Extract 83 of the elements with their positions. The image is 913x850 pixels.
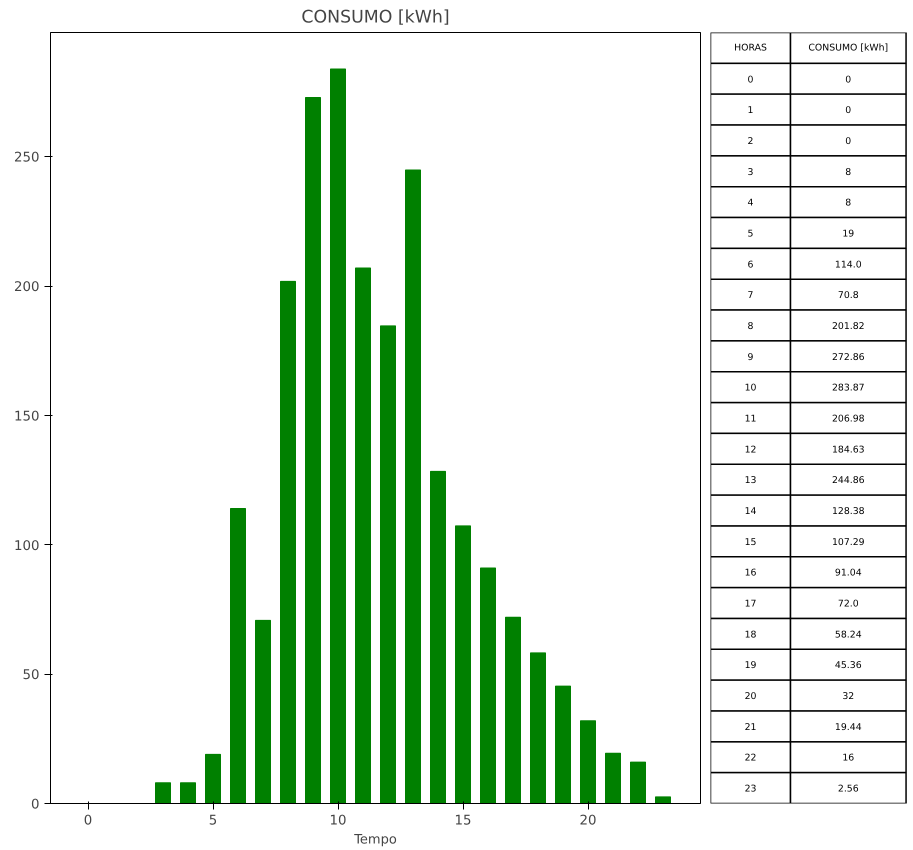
data-label: 70.8 [838,290,859,302]
data-label: 2.56 [838,784,859,795]
y-tick-label: 17 [744,598,756,610]
y-tick-label: 50 [22,668,40,684]
bar [280,280,296,804]
y-tick-label: 13 [744,475,756,486]
data-label: 8 [845,166,852,178]
data-label: 16 [842,752,854,764]
bar [305,97,321,804]
bar [530,652,546,804]
data-label: 283.87 [832,382,865,394]
y-tick-label: 20 [744,691,756,702]
y-tick-label: 0 [31,798,40,812]
bar [205,754,221,804]
bar [230,508,246,804]
y-tick-label: 18 [744,629,756,640]
bar [355,267,371,804]
y-tick-label: 100 [14,538,40,554]
y-tick-label: 15 [744,536,756,548]
bar [330,68,346,804]
y-tick-label: 19 [744,660,756,672]
y-tick-label: 0 [748,74,754,86]
y-tick-label: 12 [744,444,756,456]
x-tick-label: 20 [580,814,596,828]
bar [430,470,446,804]
y-tick-label: 6 [748,259,754,270]
bar [655,796,671,804]
data-label: 114.0 [834,259,862,270]
bar [505,616,521,804]
data-label: 58.24 [834,629,862,640]
bar [580,720,596,804]
data-label: 19.44 [834,722,862,733]
y-tick-label: 9 [748,352,754,363]
data-label: 32 [842,691,854,702]
bar [630,762,646,804]
data-label: 0 [845,136,852,147]
y-tick-label: 1 [748,105,754,116]
bar [380,325,396,804]
data-label: 107.29 [832,536,865,548]
y-tick-label: 150 [14,409,40,424]
bar [255,620,271,804]
x-tick-label: 0 [84,814,92,828]
y-tick-label: 5 [748,228,754,240]
data-label: 201.82 [832,320,865,332]
data-label: 45.36 [834,660,862,672]
data-label: 19 [842,228,854,240]
data-label: 184.63 [832,444,865,456]
y-tick-label: 8 [748,320,754,332]
bar [455,525,471,804]
bar [480,567,496,804]
data-label: 0 [845,105,852,116]
x-tick-label: 15 [454,814,472,828]
y-tick-label: 10 [744,382,756,394]
y-tick-label: 14 [744,506,756,518]
x-tick-label: 5 [208,814,218,828]
y-tick-label: 4 [748,198,754,209]
y-tick-label: 2 [748,136,754,147]
data-label: 244.86 [832,475,865,486]
y-tick-label: 22 [744,752,756,764]
y-tick-label: 7 [748,290,754,302]
bar [180,782,196,804]
data-label: 128.38 [832,506,865,518]
y-tick-label: 3 [748,166,754,178]
x-tick-label: 10 [330,814,346,828]
bar [555,686,571,804]
bar [155,782,171,804]
data-label: 206.98 [832,414,865,424]
y-tick-label: 250 [14,150,40,166]
y-tick-label: 23 [744,784,756,795]
chart-title: CONSUMO [kWh] [301,8,450,28]
y-tick-label: 21 [744,722,756,733]
y-tick-label: 200 [14,280,40,296]
data-label: 272.86 [832,352,865,363]
y-axis-title: HORAS [734,42,767,54]
bar [605,752,621,804]
y-tick-label: 11 [744,414,756,424]
data-label: 91.04 [834,568,862,579]
bar [405,169,421,804]
data-label: 8 [845,198,852,209]
y-tick-label: 16 [744,568,756,579]
data-label: 72.0 [838,598,859,610]
data-label: 0 [845,74,852,86]
x-axis-title: Tempo [353,832,397,848]
